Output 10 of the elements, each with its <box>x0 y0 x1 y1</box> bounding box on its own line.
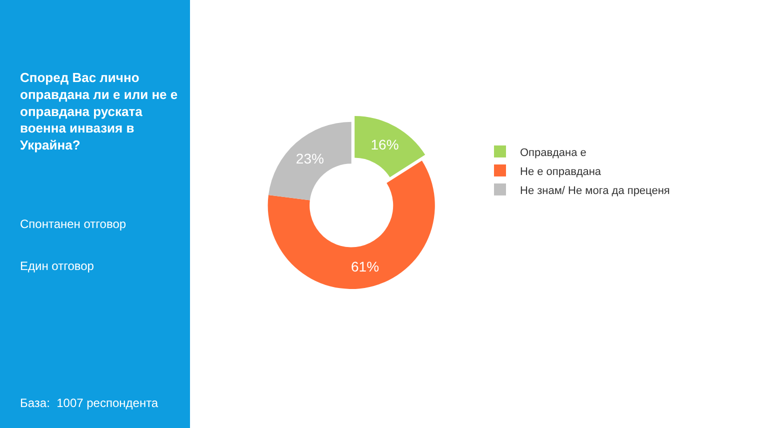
data-label: 61% <box>351 258 380 275</box>
data-label: 16% <box>370 136 399 153</box>
legend-label: Не е оправдана <box>520 166 602 178</box>
data-label: 23% <box>296 150 324 166</box>
text: Спонтанен отговор <box>20 217 126 231</box>
text: База: 1007 респондента <box>20 396 158 410</box>
legend-label: Оправдана е <box>520 146 586 159</box>
text: Според Вас лично оправдана ли е или не е оправдана руската военна инвазия в Украйна? <box>20 70 178 153</box>
legend-label: Не знам/ Не мога да преценя <box>520 184 670 197</box>
text: Един отговор <box>20 259 94 273</box>
